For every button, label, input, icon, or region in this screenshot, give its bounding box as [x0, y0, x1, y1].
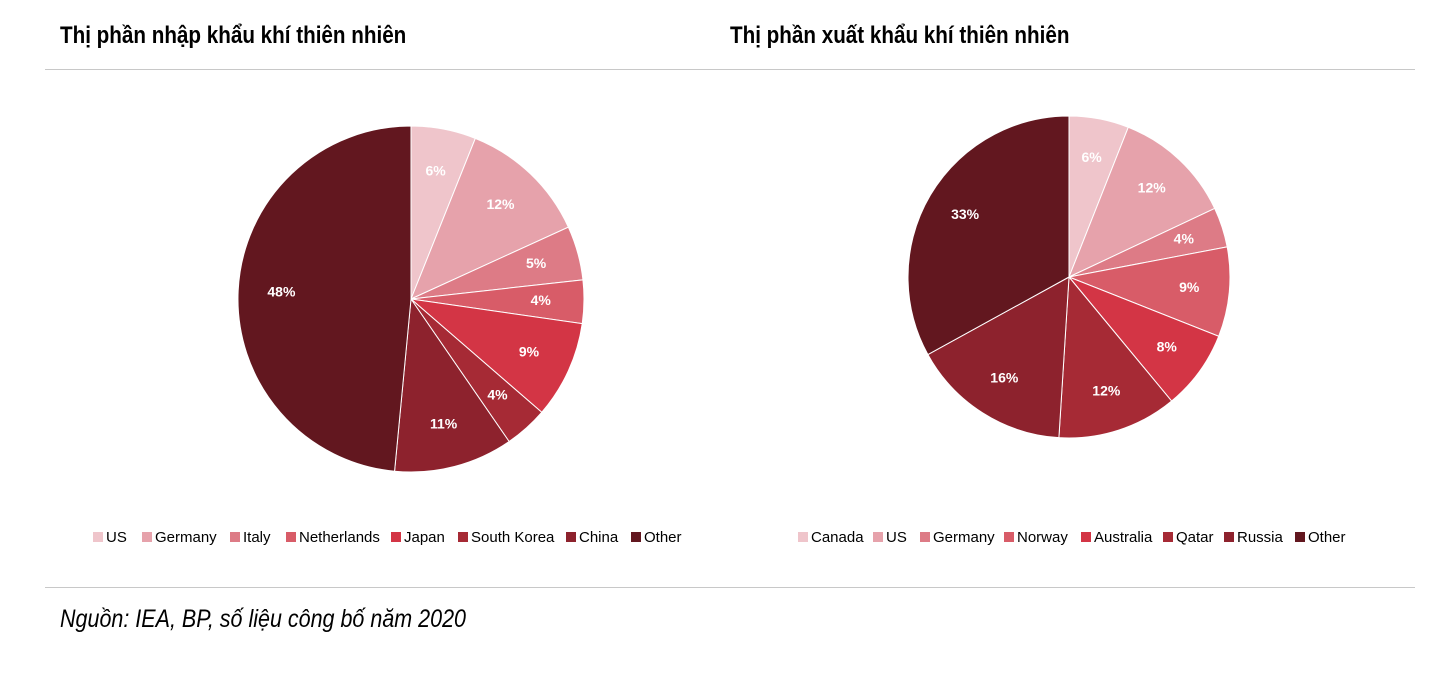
import-legend-swatch-germany: [142, 532, 152, 542]
import-slice-label-other: 48%: [267, 284, 296, 300]
import-legend-swatch-italy: [230, 532, 240, 542]
export-slice-label-russia: 16%: [990, 370, 1019, 386]
import-slice-label-japan: 9%: [519, 344, 540, 360]
import-legend-label-china: China: [579, 529, 619, 546]
import-legend-label-germany: Germany: [155, 529, 217, 546]
export-legend-label-other: Other: [1308, 529, 1346, 546]
export-legend-swatch-qatar: [1163, 532, 1173, 542]
export-legend-swatch-australia: [1081, 532, 1091, 542]
import-legend-label-netherlands: Netherlands: [299, 529, 380, 546]
import-legend-label-japan: Japan: [404, 529, 445, 546]
import-chart-title: Thị phần nhập khẩu khí thiên nhiên: [60, 22, 407, 49]
import-legend-swatch-south-korea: [458, 532, 468, 542]
export-legend-swatch-russia: [1224, 532, 1234, 542]
import-slice-label-italy: 5%: [526, 255, 547, 271]
export-slice-label-qatar: 12%: [1092, 383, 1121, 399]
import-slice-japan: [409, 298, 583, 413]
import-legend-swatch-netherlands: [286, 532, 296, 542]
source-note: Nguồn: IEA, BP, số liệu công bố năm 2020: [60, 605, 467, 633]
import-slice-germany: [410, 137, 570, 300]
export-slice-label-canada: 6%: [1081, 149, 1102, 165]
import-legend: US Germany Italy Netherlands Japan South Kore…: [93, 529, 682, 546]
export-slice-qatar: [1058, 275, 1173, 439]
import-legend-swatch-japan: [391, 532, 401, 542]
top-divider: [45, 69, 1415, 70]
export-slice-other: [907, 115, 1070, 356]
export-slice-label-us: 12%: [1138, 180, 1167, 196]
bottom-divider: [45, 587, 1415, 588]
export-legend-label-germany: Germany: [933, 529, 995, 546]
import-slice-label-germany: 12%: [486, 196, 515, 212]
export-slice-russia: [927, 276, 1070, 439]
import-slice-china: [394, 297, 510, 473]
export-legend-label-canada: Canada: [811, 529, 864, 546]
export-legend-swatch-canada: [798, 532, 808, 542]
import-slice-label-south-korea: 4%: [487, 386, 508, 402]
import-pie-chart: 6% 12% 5% 4% 9% 4% 11% 48%: [237, 125, 585, 473]
export-legend-label-norway: Norway: [1017, 529, 1068, 546]
export-legend-label-russia: Russia: [1237, 529, 1284, 546]
export-slice-norway: [1067, 246, 1231, 337]
export-slice-label-norway: 9%: [1179, 279, 1200, 295]
export-legend-label-us: US: [886, 529, 907, 546]
export-legend-swatch-other: [1295, 532, 1305, 542]
export-legend-label-australia: Australia: [1094, 529, 1153, 546]
import-legend-swatch-china: [566, 532, 576, 542]
import-legend-label-other: Other: [644, 529, 682, 546]
export-slice-label-australia: 8%: [1157, 339, 1178, 355]
export-legend-swatch-us: [873, 532, 883, 542]
import-slice-label-netherlands: 4%: [531, 292, 552, 308]
import-slice-label-china: 11%: [430, 415, 458, 431]
import-slice-other: [237, 125, 412, 472]
import-legend-label-us: US: [106, 529, 127, 546]
export-legend-swatch-norway: [1004, 532, 1014, 542]
import-slice-label-us: 6%: [425, 162, 446, 178]
export-pie-chart: 6% 12% 4% 9% 8% 12% 16% 33%: [907, 115, 1231, 439]
export-legend: Canada US Germany Norway Australia Qatar Russi…: [798, 529, 1346, 546]
export-slice-us: [1068, 126, 1216, 278]
import-legend-label-south-korea: South Korea: [471, 529, 555, 546]
export-legend-label-qatar: Qatar: [1176, 529, 1214, 546]
import-legend-swatch-us: [93, 532, 103, 542]
export-slice-label-germany: 4%: [1174, 230, 1195, 246]
export-slice-label-other: 33%: [951, 206, 980, 222]
export-chart-title: Thị phần xuất khẩu khí thiên nhiên: [730, 22, 1070, 49]
import-legend-label-italy: Italy: [243, 529, 271, 546]
import-legend-swatch-other: [631, 532, 641, 542]
export-legend-swatch-germany: [920, 532, 930, 542]
